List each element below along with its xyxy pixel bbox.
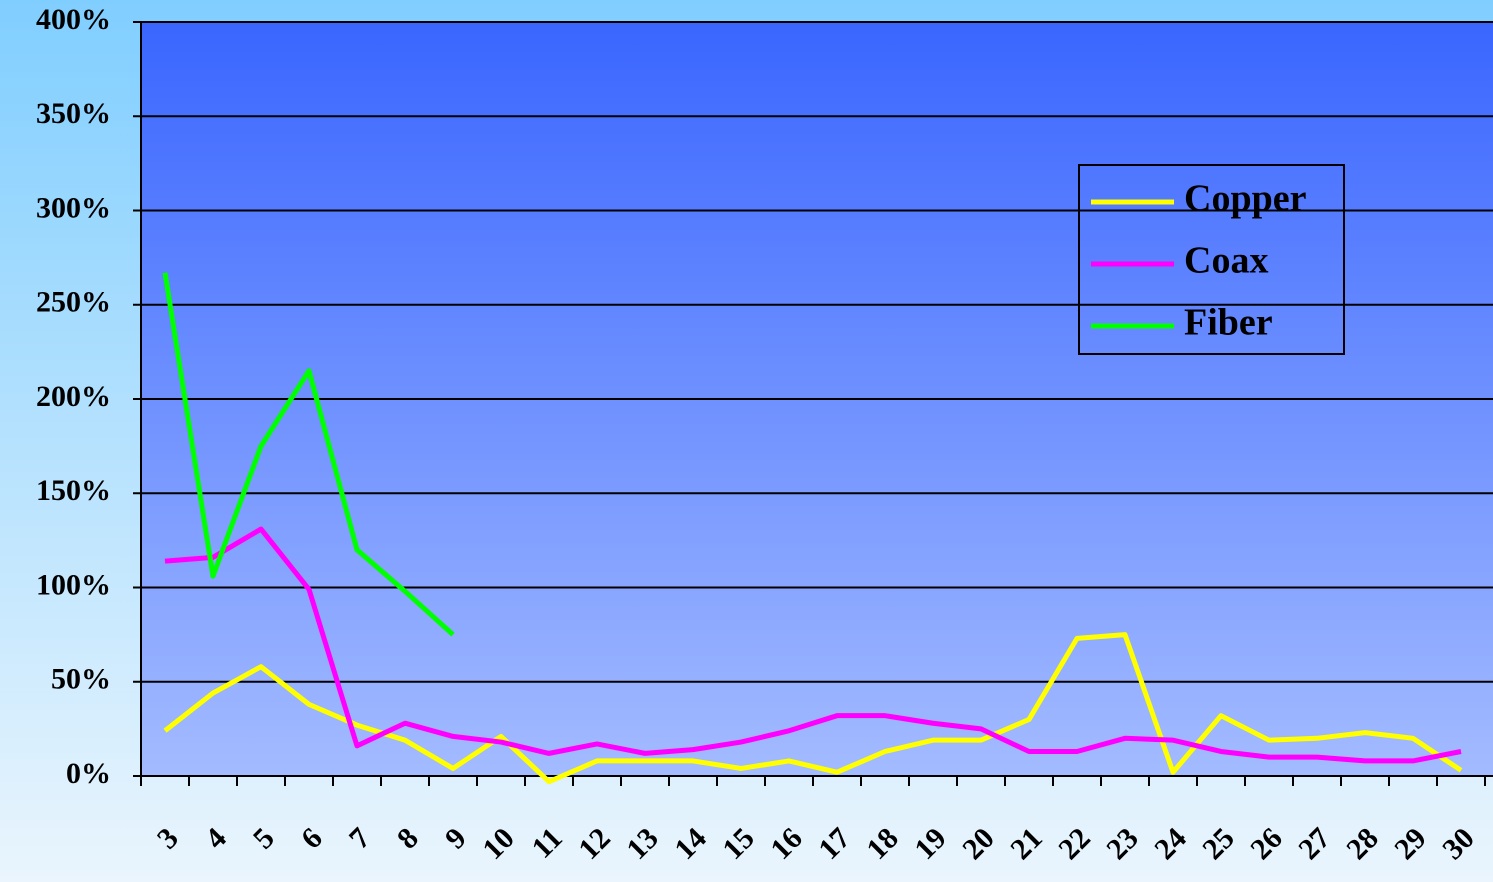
y-tick-label: 350% bbox=[36, 97, 111, 130]
y-tick-label: 400% bbox=[36, 3, 111, 36]
legend-label: Copper bbox=[1184, 178, 1307, 220]
y-tick-label: 200% bbox=[36, 380, 111, 413]
series-line bbox=[162, 272, 455, 637]
legend-label: Fiber bbox=[1184, 302, 1273, 344]
y-tick-label: 100% bbox=[36, 568, 111, 601]
legend-label: Coax bbox=[1184, 240, 1268, 282]
y-tick-label: 250% bbox=[36, 286, 111, 319]
legend-box bbox=[1078, 164, 1345, 355]
y-tick-label: 0% bbox=[66, 757, 111, 790]
y-tick-label: 150% bbox=[36, 474, 111, 507]
series-line bbox=[164, 526, 1462, 764]
y-tick-label: 300% bbox=[36, 191, 111, 224]
y-tick-label: 50% bbox=[51, 663, 111, 696]
